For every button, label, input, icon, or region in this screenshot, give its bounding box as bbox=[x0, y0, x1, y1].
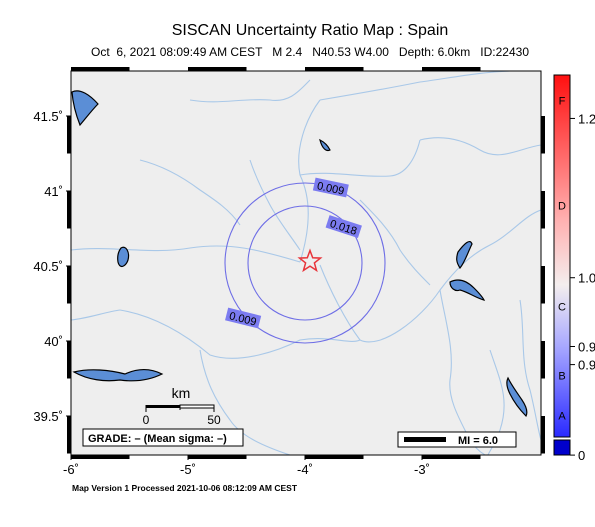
y-tick-label: 41˚ bbox=[44, 184, 63, 199]
y-tick-label: 39.5˚ bbox=[33, 409, 63, 424]
mi-legend: MI = 6.0 bbox=[397, 431, 517, 448]
colorbar-value-label: 1.0 bbox=[578, 271, 595, 286]
grade-text: GRADE: – (Mean sigma: –) bbox=[88, 433, 227, 445]
axis-labels: -6˚ -5˚ -4˚ -3˚ 41.5˚ 41˚ 40.5˚ 40˚ 39.5˚ bbox=[33, 109, 430, 477]
frame-tick-top bbox=[71, 67, 130, 71]
frame-tick-left bbox=[67, 416, 71, 454]
frame-tick-bottom bbox=[305, 455, 364, 459]
map-title: SISCAN Uncertainty Ratio Map : Spain bbox=[171, 22, 449, 39]
colorbar-grade-label: A bbox=[558, 410, 566, 422]
frame-ticks bbox=[67, 67, 545, 459]
colorbar-grade-label: C bbox=[558, 302, 566, 314]
x-tick-label: -5˚ bbox=[180, 462, 196, 477]
map-version-footer: Map Version 1 Processed 2021-10-06 08:12… bbox=[72, 483, 298, 493]
frame-tick-right bbox=[541, 116, 545, 154]
contour-0.018-inner bbox=[247, 205, 363, 321]
scale-bar-title: km bbox=[172, 385, 191, 401]
x-tick-label: -4˚ bbox=[297, 462, 313, 477]
frame-tick-bottom bbox=[422, 455, 481, 459]
x-tick-label: -3˚ bbox=[414, 462, 430, 477]
frame-tick-top bbox=[188, 67, 247, 71]
scale-bar-end: 50 bbox=[207, 413, 221, 427]
frame-tick-top bbox=[422, 67, 481, 71]
frame-tick-left bbox=[67, 191, 71, 229]
y-tick-label: 40˚ bbox=[44, 334, 63, 349]
colorbar-grade-label: F bbox=[559, 95, 566, 107]
mi-legend-text: MI = 6.0 bbox=[458, 435, 498, 447]
reservoirs bbox=[71, 90, 528, 418]
contour-label: 0.009 bbox=[312, 177, 349, 198]
frame-tick-left bbox=[67, 341, 71, 379]
y-tick-label: 40.5˚ bbox=[33, 259, 63, 274]
frame-tick-right bbox=[541, 416, 545, 454]
colorbar-grade-label: B bbox=[558, 370, 565, 382]
frame-tick-top bbox=[305, 67, 364, 71]
frame-tick-left bbox=[67, 116, 71, 154]
frame-tick-right bbox=[541, 341, 545, 379]
scale-bar: km 0 50 bbox=[143, 385, 221, 427]
event-info-line: Oct 6, 2021 08:09:49 AM CEST M 2.4 N40.5… bbox=[90, 45, 529, 59]
frame-tick-bottom bbox=[71, 455, 130, 459]
colorbar-value-label: 0 bbox=[578, 448, 585, 463]
colorbar: F D C B A 1.2 1.0 0.9 0.9 0 bbox=[553, 74, 595, 463]
x-tick-label: -6˚ bbox=[63, 462, 79, 477]
frame-tick-right bbox=[541, 266, 545, 304]
colorbar-grade-label: D bbox=[558, 200, 566, 212]
epicenter-star bbox=[297, 248, 323, 273]
river-network bbox=[71, 71, 541, 455]
uncertainty-contours bbox=[224, 182, 386, 344]
colorbar-value-label: 0.9 bbox=[578, 340, 595, 355]
frame-tick-right bbox=[541, 191, 545, 229]
colorbar-value-label: 1.2 bbox=[578, 111, 595, 126]
frame-tick-bottom bbox=[188, 455, 247, 459]
grade-box: GRADE: – (Mean sigma: –) bbox=[82, 428, 244, 447]
frame-tick-left bbox=[67, 266, 71, 304]
y-tick-label: 41.5˚ bbox=[33, 109, 63, 124]
contour-0.009-outer bbox=[224, 182, 386, 344]
colorbar-value-label: 0.9 bbox=[578, 358, 595, 373]
scale-bar-start: 0 bbox=[143, 413, 150, 427]
contour-label-text: 0.009 bbox=[316, 180, 345, 197]
